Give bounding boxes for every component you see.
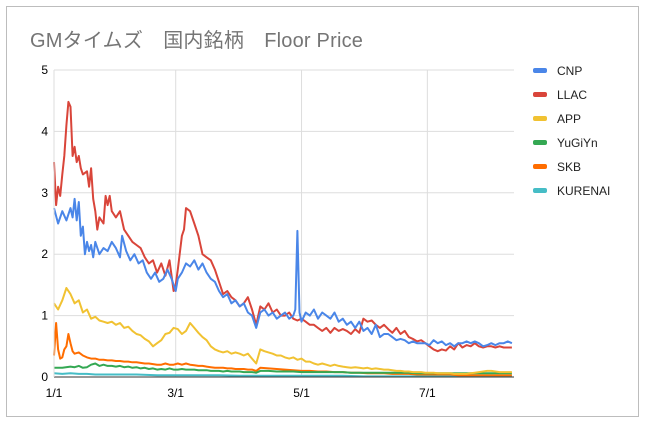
x-tick-labels: 1/1 3/1 5/1 7/1: [46, 386, 436, 400]
legend-label-app: APP: [557, 112, 581, 126]
legend-swatch-kurenai: [533, 188, 547, 193]
legend-label-skb: SKB: [557, 160, 581, 174]
legend-swatch-cnp: [533, 68, 547, 73]
x-tick-label: 5/1: [293, 386, 310, 400]
x-tick-label: 3/1: [167, 386, 184, 400]
x-tick-label: 7/1: [419, 386, 436, 400]
chart-title: GMタイムズ 国内銘柄 Floor Price: [30, 30, 364, 52]
series-line-app: [53, 287, 512, 375]
y-tick-label: 1: [41, 309, 48, 323]
y-tick-label: 0: [41, 370, 48, 384]
series-line-cnp: [53, 197, 513, 348]
legend-label-llac: LLAC: [557, 88, 587, 102]
y-tick-label: 5: [41, 63, 48, 77]
legend-swatch-skb: [533, 164, 547, 169]
legend: CNP LLAC APP YuGiYn SKB KURENAI: [533, 64, 610, 198]
legend-label-yugiyn: YuGiYn: [557, 136, 598, 150]
grid-lines: [54, 69, 514, 377]
x-tick-label: 1/1: [46, 386, 63, 400]
series-line-yugiyn: [54, 362, 512, 375]
legend-swatch-yugiyn: [533, 140, 547, 145]
axis-lines: [53, 70, 514, 378]
legend-label-kurenai: KURENAI: [557, 184, 610, 198]
series-line-kurenai: [53, 372, 512, 378]
y-tick-label: 2: [41, 247, 48, 261]
y-tick-label: 4: [41, 124, 48, 138]
legend-swatch-app: [533, 116, 547, 121]
legend-label-cnp: CNP: [557, 64, 582, 78]
y-tick-label: 3: [41, 186, 48, 200]
y-tick-labels: 0 1 2 3 4 5: [41, 63, 48, 384]
series-lines: [53, 100, 513, 378]
series-line-skb: [53, 322, 512, 377]
legend-swatch-llac: [533, 92, 547, 97]
